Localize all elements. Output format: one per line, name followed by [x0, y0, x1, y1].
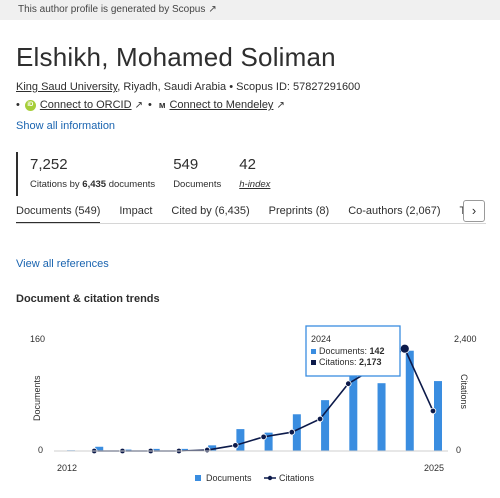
- citations-metric: 7,252 Citations by 6,435 documents: [30, 152, 155, 196]
- citations-point-2019[interactable]: [260, 433, 267, 441]
- external-link-icon: ↗: [134, 99, 143, 111]
- tooltip-box: [305, 325, 401, 377]
- citations-point-2017[interactable]: [203, 446, 211, 454]
- tabs-next-button[interactable]: ›: [463, 200, 485, 222]
- citations-label-pre: Citations by: [30, 179, 83, 190]
- right-tick-min: 0: [456, 445, 461, 455]
- legend-citations-label: Citations: [279, 473, 315, 483]
- metrics-panel: 7,252 Citations by 6,435 documents 549 D…: [16, 152, 288, 196]
- y-axis-label-left: Documents: [32, 375, 42, 421]
- documents-bar-2013[interactable]: [95, 446, 104, 451]
- external-link-icon: ↗: [276, 99, 285, 111]
- chart-legend: Documents Citations: [195, 473, 315, 483]
- legend-documents-label: Documents: [206, 473, 252, 483]
- connect-orcid-link[interactable]: Connect to ORCID: [39, 99, 132, 111]
- hindex-metric[interactable]: 42 h-index: [239, 152, 270, 196]
- tab-documents[interactable]: Documents (549): [16, 200, 101, 223]
- citations-point-2022[interactable]: [345, 380, 352, 387]
- tooltip-citations: Citations: 2,173: [319, 357, 382, 367]
- profile-tabs: Documents (549) Impact Cited by (6,435) …: [16, 200, 500, 224]
- tab-co-authors[interactable]: Co-authors (2,067): [348, 205, 441, 217]
- hindex-label[interactable]: h-index: [239, 179, 271, 190]
- separator-dot: •: [229, 81, 237, 93]
- citations-point-2020[interactable]: [288, 428, 296, 436]
- tab-preprints[interactable]: Preprints (8): [268, 205, 330, 217]
- tabs-fade: [486, 200, 500, 224]
- documents-bar-2024[interactable]: [405, 350, 414, 451]
- tooltip-citations-label: Citations:: [319, 357, 359, 367]
- citations-label-docs: 6,435: [82, 179, 107, 190]
- tooltip-year: 2024: [311, 334, 331, 344]
- y-axis-label-right: Citations: [459, 374, 469, 410]
- external-link-icon[interactable]: ↗: [208, 4, 217, 15]
- tab-impact[interactable]: Impact: [119, 205, 153, 217]
- documents-bar-2025[interactable]: [434, 381, 442, 451]
- citations-label: Citations by 6,435 documents: [30, 179, 155, 190]
- documents-bar-2020[interactable]: [292, 414, 301, 451]
- affiliation-line: King Saud University, Riyadh, Saudi Arab…: [16, 81, 360, 93]
- banner-text: This author profile is generated by Scop…: [18, 4, 206, 15]
- legend-citations-marker: [267, 475, 273, 481]
- x-tick-first: 2012: [57, 463, 77, 473]
- documents-bar-2018[interactable]: [236, 429, 245, 451]
- citations-point-2018[interactable]: [232, 442, 239, 449]
- orcid-icon: iD: [24, 99, 36, 111]
- citations-label-post: documents: [106, 179, 156, 190]
- tooltip-citations-value: 2,173: [359, 357, 382, 367]
- documents-bar-2015[interactable]: [151, 448, 160, 451]
- documents-bar-2023[interactable]: [377, 383, 386, 451]
- tooltip-documents-swatch: [311, 349, 316, 354]
- right-tick-max: 2,400: [454, 334, 477, 344]
- citations-point-2025[interactable]: [429, 407, 437, 415]
- documents-bar-2017[interactable]: [208, 445, 217, 451]
- documents-label: Documents: [173, 179, 222, 190]
- documents-bar-2019[interactable]: [264, 432, 273, 451]
- location-text: , Riyadh, Saudi Arabia: [117, 81, 227, 93]
- author-name: Elshikh, Mohamed Soliman: [16, 42, 336, 72]
- tab-cited-by[interactable]: Cited by (6,435): [171, 205, 250, 217]
- citations-point-2021[interactable]: [316, 415, 324, 423]
- generated-by-banner: This author profile is generated by Scop…: [0, 0, 500, 20]
- university-link[interactable]: King Saud University: [16, 81, 118, 93]
- chevron-right-icon: ›: [471, 203, 477, 218]
- separator-dot: •: [16, 99, 20, 111]
- tooltip-documents-label: Documents:: [319, 346, 370, 356]
- x-tick-last: 2025: [424, 463, 444, 473]
- connect-line: • iD Connect to ORCID ↗ • ᴍ Connect to Me…: [16, 99, 285, 111]
- show-all-information-link[interactable]: Show all information: [16, 120, 116, 132]
- separator-dot: •: [147, 99, 152, 111]
- connect-mendeley-link[interactable]: Connect to Mendeley: [169, 99, 274, 111]
- documents-value: 549: [173, 156, 199, 173]
- tooltip-citations-swatch: [311, 360, 316, 365]
- documents-bar-2021[interactable]: [321, 400, 330, 451]
- legend-documents-swatch: [195, 475, 201, 481]
- mendeley-icon: ᴍ: [158, 100, 166, 110]
- hindex-value: 42: [239, 156, 256, 173]
- documents-bar-2016[interactable]: [179, 448, 188, 451]
- documents-metric: 549 Documents: [173, 152, 221, 196]
- tooltip-documents-value: 142: [370, 346, 385, 356]
- left-tick-min: 0: [38, 445, 43, 455]
- document-citation-trends-chart[interactable]: 160 0 2,400 0 Documents Citations 2012 2…: [0, 318, 500, 498]
- citations-point-2024[interactable]: [399, 343, 410, 354]
- documents-bar-2022[interactable]: [349, 369, 358, 451]
- citations-value: 7,252: [30, 156, 68, 173]
- view-all-references-link[interactable]: View all references: [16, 258, 109, 270]
- chart-tooltip: 2024 Documents: 142 Citations: 2,173: [305, 325, 401, 377]
- left-tick-max: 160: [30, 334, 45, 344]
- trends-title: Document & citation trends: [16, 293, 160, 305]
- scopus-id: Scopus ID: 57827291600: [236, 81, 361, 93]
- tooltip-documents: Documents: 142: [319, 346, 385, 356]
